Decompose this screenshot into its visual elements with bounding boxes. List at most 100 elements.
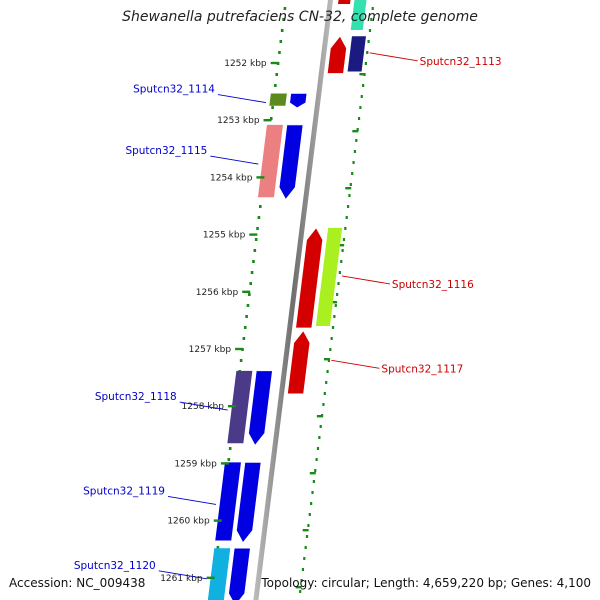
- gc-dot: [349, 183, 352, 186]
- gc-dot: [360, 95, 363, 98]
- kbp-tick-label: 1256 kbp: [196, 288, 239, 298]
- sputcn32-1114-label[interactable]: Sputcn32_1114: [133, 84, 215, 96]
- gc-dot: [314, 469, 317, 472]
- kbp-tick: [220, 462, 229, 465]
- kbp-tick-label: 1253 kbp: [217, 116, 260, 126]
- gc-dot: [243, 326, 247, 329]
- gc-dot: [352, 161, 355, 164]
- kbp-ruler: 1252 kbp 1253 kbp 1254 kbp 1255 kbp 1256 kbp…: [160, 59, 279, 584]
- accession-label: Accession: NC_009438: [9, 576, 146, 590]
- kbp-tick: [242, 290, 251, 293]
- gc-dot: [280, 29, 284, 32]
- sputcn32-1116-cds-arrow[interactable]: [295, 227, 323, 329]
- gc-dot: [227, 458, 231, 461]
- sputcn32-1113-leader: [369, 52, 418, 62]
- sputcn32-1113-cds-arrow[interactable]: [327, 35, 347, 74]
- gc-dot: [344, 227, 347, 230]
- gc-dot: [308, 513, 311, 516]
- sputcn32-1118-leader: [179, 401, 228, 411]
- gc-dot: [348, 194, 351, 197]
- gc-dot: [278, 51, 281, 54]
- kbp-tick-label: 1254 kbp: [210, 173, 253, 183]
- kbp-tick-label: 1255 kbp: [203, 231, 246, 241]
- gc-dot: [228, 447, 232, 450]
- kbp-tick-label: 1258 kbp: [182, 402, 225, 412]
- gc-dash: [338, 244, 345, 247]
- gc-dot: [334, 304, 337, 307]
- kbp-tick: [206, 576, 215, 579]
- sputcn32-1117-leader: [331, 359, 380, 369]
- sputcn32-1115-cds-arrow[interactable]: [278, 124, 304, 200]
- gc-dot: [252, 260, 255, 263]
- gc-dot: [269, 117, 273, 120]
- gc-dot: [323, 392, 326, 395]
- sputcn32-1119-label[interactable]: Sputcn32_1119: [83, 485, 165, 497]
- sputcn32-1116-leader: [341, 275, 390, 285]
- gc-dot: [318, 436, 321, 439]
- gc-dot: [327, 359, 331, 362]
- gc-dot: [275, 73, 279, 76]
- gc-dot: [331, 326, 335, 329]
- sputcn32-1120-leader: [158, 570, 207, 580]
- gc-dash: [359, 73, 366, 76]
- gc-dot: [325, 381, 328, 384]
- sputcn32-1115-leader: [210, 155, 259, 165]
- kbp-tick: [235, 347, 244, 351]
- gc-dot: [216, 546, 220, 549]
- sputcn32-1118-cds-arrow[interactable]: [248, 370, 273, 446]
- gc-dot: [256, 227, 259, 230]
- gc-dot: [257, 216, 261, 219]
- sputcn32-1120-cds-arrow[interactable]: [228, 547, 251, 600]
- gc-dot: [368, 29, 372, 32]
- sputcn32-1114-cog-box: [269, 93, 287, 106]
- gc-dot: [356, 128, 359, 131]
- gc-dot: [357, 117, 361, 120]
- sputcn32-1120-label[interactable]: Sputcn32_1120: [74, 560, 156, 572]
- gc-dash: [352, 130, 359, 133]
- gc-dot: [311, 491, 314, 494]
- genome-backbone: [253, 0, 334, 600]
- gc-dot: [303, 557, 306, 560]
- kbp-tick-label: 1261 kbp: [160, 574, 203, 584]
- sputcn32-1116-label[interactable]: Sputcn32_1116: [392, 279, 474, 291]
- sputcn32-1115-cog-box: [257, 124, 283, 198]
- gc-dot: [337, 282, 340, 285]
- gene-features: [207, 0, 367, 600]
- gc-dot: [300, 579, 303, 582]
- gc-dot: [282, 18, 285, 21]
- gc-dot: [246, 304, 250, 307]
- gc-dot: [355, 139, 358, 142]
- gc-dot: [326, 370, 329, 373]
- kbp-tick: [263, 119, 272, 122]
- gc-dot: [283, 7, 287, 10]
- gc-dot: [310, 502, 313, 505]
- sputcn32-1118-cog-box: [227, 370, 253, 444]
- gc-dot: [341, 249, 344, 252]
- gc-dot: [319, 425, 322, 428]
- gc-dot: [239, 359, 243, 362]
- sputcn32-1119-cds-arrow[interactable]: [236, 462, 262, 544]
- gc-dot: [253, 249, 257, 252]
- sputcn32-1117-cds-arrow[interactable]: [287, 330, 311, 395]
- kbp-tick-label: 1259 kbp: [174, 459, 217, 469]
- sputcn32-1118-label[interactable]: Sputcn32_1118: [95, 391, 177, 403]
- gc-dot: [338, 271, 341, 274]
- sputcn32-1117-label[interactable]: Sputcn32_1117: [381, 363, 463, 375]
- gc-dash: [345, 187, 352, 190]
- gc-dot: [315, 458, 318, 461]
- sputcn32-1119-leader: [167, 495, 217, 505]
- gc-dot: [249, 282, 253, 285]
- sputcn32-1114-cds-arrow[interactable]: [289, 93, 308, 109]
- sputcn32-1115-label[interactable]: Sputcn32_1115: [125, 145, 207, 157]
- gc-dot: [305, 535, 309, 538]
- gc-dot: [353, 150, 357, 153]
- sputcn32-1113-label[interactable]: Sputcn32_1113: [420, 56, 502, 68]
- gc-dot: [370, 18, 373, 21]
- sputcn32-1114-leader: [217, 94, 267, 104]
- gc-dot: [333, 315, 336, 318]
- gc-dot: [258, 205, 262, 208]
- gene-labels: Sputcn32_1113 Sputcn32_1114 Sputcn32_1115 S…: [74, 52, 502, 580]
- gc-dot: [274, 84, 277, 87]
